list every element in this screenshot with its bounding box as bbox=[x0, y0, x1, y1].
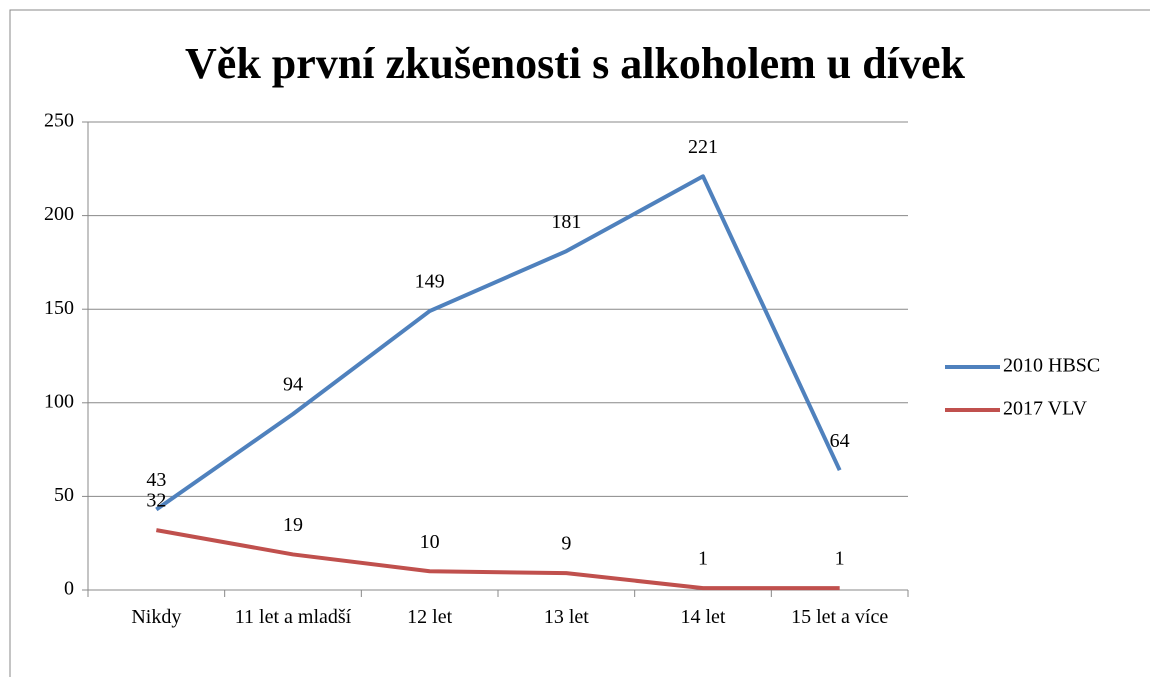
chart-title: Věk první zkušenosti s alkoholem u dívek bbox=[185, 39, 965, 88]
data-label: 1 bbox=[698, 548, 708, 570]
chart-border bbox=[9, 9, 1150, 677]
data-label: 94 bbox=[283, 374, 303, 396]
y-tick-label: 50 bbox=[54, 484, 74, 506]
data-label: 64 bbox=[830, 430, 850, 452]
data-label: 9 bbox=[561, 533, 571, 555]
data-label: 32 bbox=[146, 490, 166, 512]
data-label: 19 bbox=[283, 514, 303, 536]
x-tick-label: 13 let bbox=[543, 606, 589, 628]
series-line bbox=[155, 174, 842, 512]
x-tick-label: 11 let a mladší bbox=[234, 606, 352, 628]
legend-label: 2010 HBSC bbox=[1003, 355, 1100, 377]
y-tick-label: 250 bbox=[44, 110, 74, 132]
y-tick-label: 200 bbox=[44, 203, 74, 225]
series-line bbox=[155, 528, 840, 591]
data-label: 221 bbox=[688, 136, 718, 158]
data-label: 1 bbox=[835, 548, 845, 570]
y-tick-label: 100 bbox=[44, 390, 74, 412]
data-label: 181 bbox=[551, 211, 581, 233]
x-tick-label: 14 let bbox=[680, 606, 726, 628]
data-label: 43 bbox=[146, 469, 166, 491]
y-tick-label: 0 bbox=[64, 578, 74, 600]
x-tick-label: 15 let a více bbox=[791, 606, 889, 628]
y-tick-label: 150 bbox=[44, 297, 74, 319]
x-tick-label: Nikdy bbox=[131, 606, 182, 628]
data-label: 149 bbox=[415, 271, 445, 293]
data-label: 10 bbox=[420, 531, 440, 553]
legend-label: 2017 VLV bbox=[1003, 398, 1087, 420]
x-tick-label: 12 let bbox=[407, 606, 453, 628]
